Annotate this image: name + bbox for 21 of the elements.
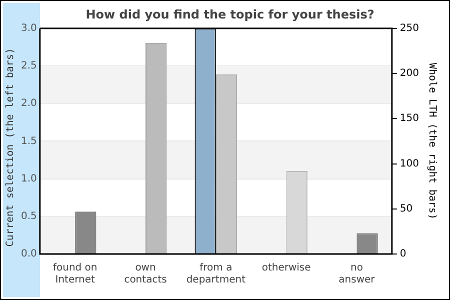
x-tick-label: otherwise xyxy=(262,262,311,274)
y2-tick-label: 150 xyxy=(400,113,420,124)
y2-axis-title: Whole LTH (the right bars) xyxy=(426,62,438,220)
y-tick-label: 0.5 xyxy=(20,210,37,222)
y-tick-label: 1.0 xyxy=(20,173,37,184)
y2-tick-label: 200 xyxy=(400,68,420,80)
y-tick-label: 0.0 xyxy=(20,248,37,260)
y2-tick-label: 0 xyxy=(400,248,406,260)
x-tick-label: from a department xyxy=(186,262,246,286)
x-tick-label: own contacts xyxy=(124,262,167,286)
y-tick-label: 2.0 xyxy=(20,98,37,110)
y-axis-title: Current selection (the left bars) xyxy=(5,48,16,247)
y-tick-label: 1.5 xyxy=(20,136,37,147)
y-tick-label: 3.0 xyxy=(20,22,37,34)
chart-title: How did you find the topic for your thesis? xyxy=(86,7,374,22)
x-tick-label: no answer xyxy=(338,262,376,286)
y2-tick-label: 100 xyxy=(400,158,420,170)
x-tick-label: found on Internet xyxy=(52,262,98,286)
y2-tick-label: 250 xyxy=(400,22,420,34)
y2-tick-label: 50 xyxy=(400,203,413,214)
y-tick-label: 2.5 xyxy=(20,60,37,72)
